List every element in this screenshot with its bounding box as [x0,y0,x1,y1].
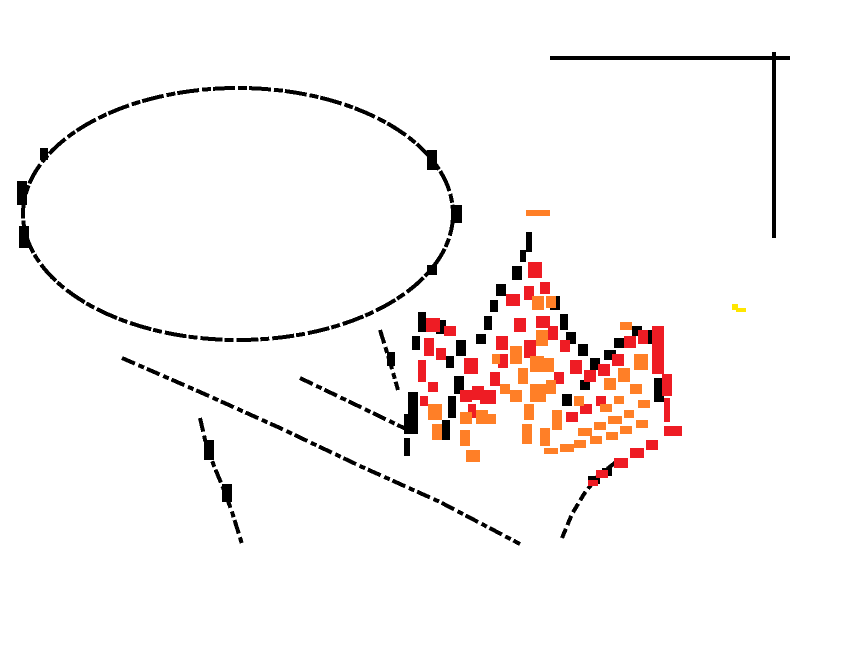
flame-red-strokes [418,262,682,486]
oval-thick-segments [17,148,462,275]
diagonal-thick-marks [204,352,395,502]
oval-outline [21,86,455,342]
angle-bracket-lines [550,52,790,238]
yellow-dot [732,304,746,312]
flame-sketch [404,210,682,486]
flame-orange-strokes [428,210,650,462]
